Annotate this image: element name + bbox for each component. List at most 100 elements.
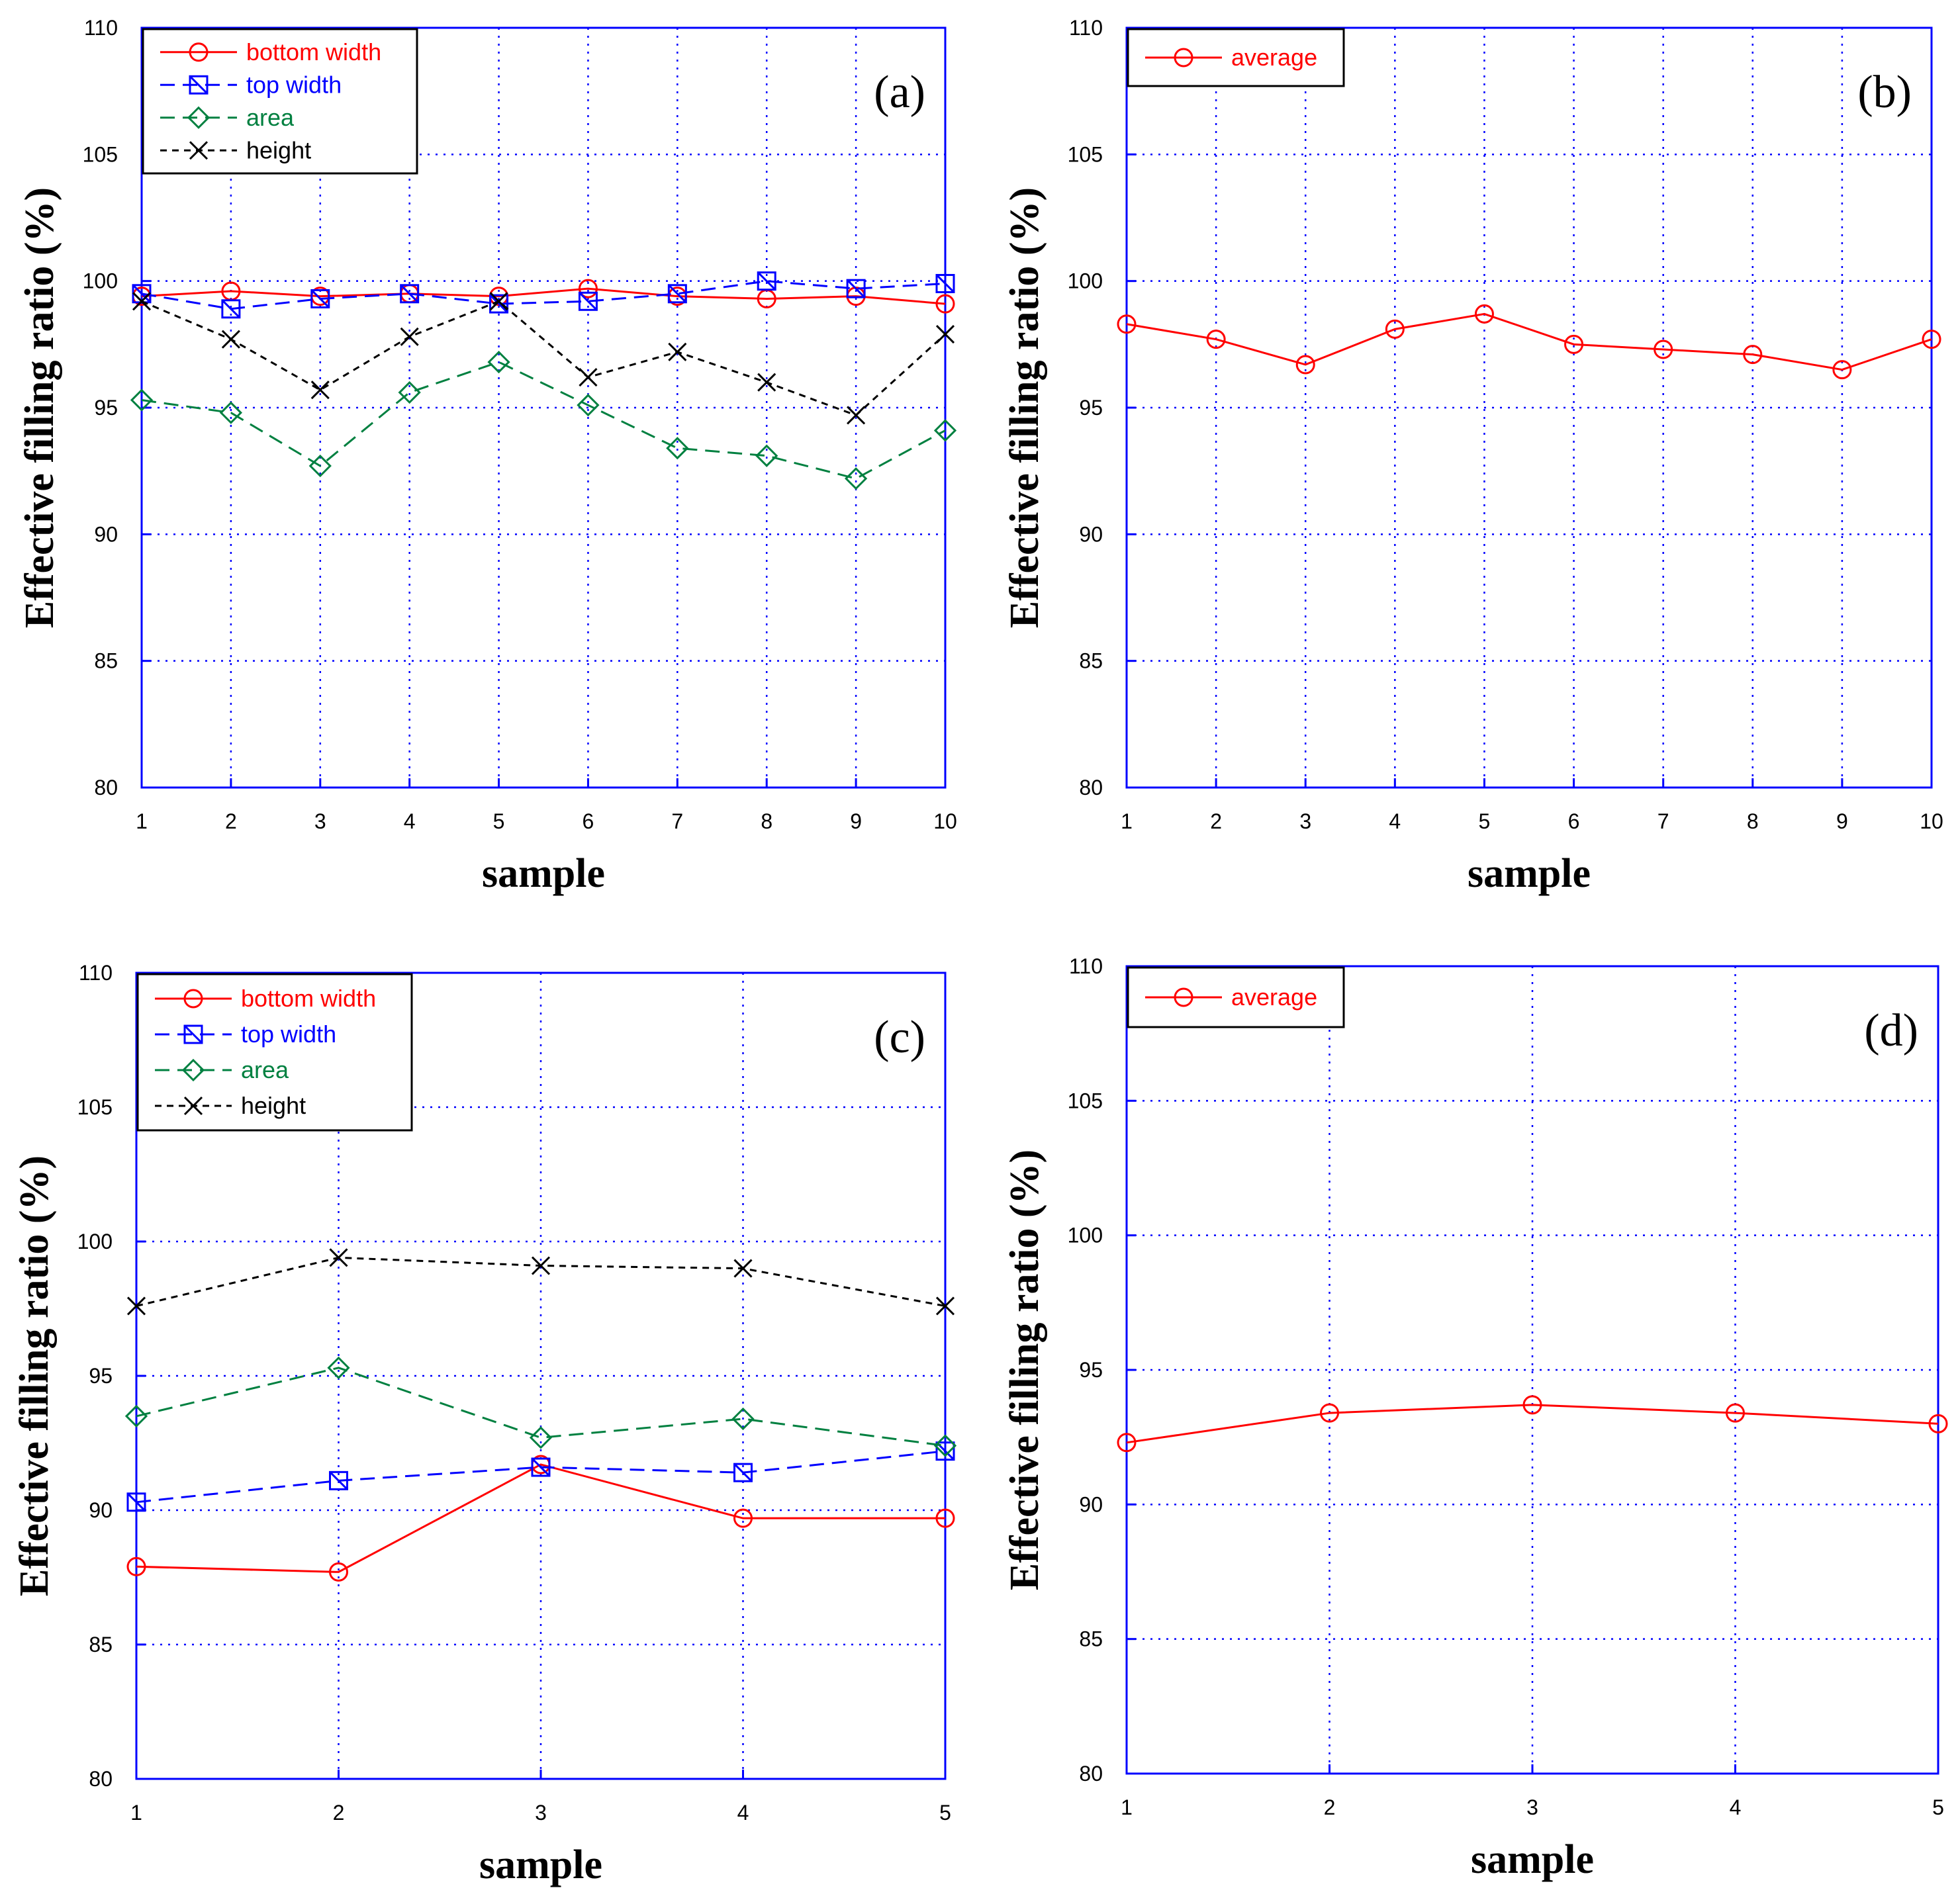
data-point: [579, 368, 598, 387]
data-point-slash: [400, 284, 419, 303]
data-point-slash: [531, 1457, 551, 1477]
legend-label: average: [1231, 44, 1317, 71]
y-tick-label: 85: [89, 1633, 113, 1656]
y-tick-label: 105: [83, 142, 118, 166]
data-point: [935, 1508, 955, 1528]
y-axis-label: Effective filling ratio (%): [12, 1155, 57, 1596]
legend-marker: [183, 1096, 203, 1116]
data-point: [308, 454, 332, 478]
data-point: [1832, 360, 1852, 380]
data-point: [933, 419, 957, 442]
x-tick-label: 7: [671, 809, 683, 833]
series-top-width: [132, 271, 955, 319]
series-area: [124, 1356, 957, 1457]
data-point: [577, 394, 600, 417]
legend-marker: [1174, 48, 1193, 68]
legend-marker: [189, 141, 209, 160]
data-point-box: [126, 1492, 146, 1512]
data-point: [578, 291, 598, 311]
legend-box: [136, 973, 413, 1132]
data-point-slash: [733, 1463, 753, 1482]
legend-marker: [183, 1024, 203, 1044]
data-point: [310, 381, 330, 400]
data-point-box: [221, 299, 241, 319]
data-point-b: [489, 292, 508, 311]
data-point-box: [846, 279, 866, 298]
data-point: [731, 1407, 755, 1431]
data-point-slash: [221, 299, 240, 318]
data-point: [221, 330, 240, 349]
data-point: [1474, 304, 1494, 324]
x-tick-label: 9: [850, 809, 862, 833]
x-tick-label: 7: [1657, 809, 1669, 833]
legend: bottom width top width area height: [136, 973, 413, 1132]
series-height: [126, 1248, 955, 1316]
x-tick-label: 3: [535, 1801, 547, 1825]
data-point: [935, 294, 955, 314]
legend-label: top width: [246, 71, 342, 98]
series-line: [136, 1367, 946, 1447]
x-tick-label: 3: [314, 809, 326, 833]
legend-box: [142, 28, 418, 175]
data-point-slash: [310, 289, 330, 308]
data-point: [327, 1356, 350, 1379]
data-point-b: [733, 1259, 753, 1278]
y-axis-label: Effective filling ratio (%): [17, 187, 62, 628]
data-point: [398, 381, 421, 404]
x-tick-label: 3: [1299, 809, 1311, 833]
data-point: [1385, 319, 1405, 339]
data-point: [329, 1248, 348, 1267]
data-point-box: [757, 271, 776, 291]
data-point-box: [489, 294, 509, 314]
data-point-b: [531, 1256, 551, 1275]
series-average: [1117, 304, 1941, 380]
y-tick-label: 80: [1079, 776, 1103, 799]
data-point: [329, 1562, 348, 1582]
data-point: [1922, 330, 1941, 349]
x-tick-label: 5: [939, 1801, 951, 1825]
y-axis-label: Effective filling ratio (%): [1002, 187, 1047, 628]
x-tick-label: 2: [333, 1801, 345, 1825]
data-point: [733, 1463, 753, 1482]
data-point-slash: [126, 1492, 146, 1512]
x-axis-label: sample: [1471, 1837, 1594, 1882]
x-tick-label: 5: [1932, 1795, 1944, 1819]
data-point: [1564, 334, 1584, 354]
data-point: [531, 1256, 551, 1275]
data-point: [221, 299, 241, 319]
data-point-b: [579, 368, 598, 387]
data-point-b: [310, 381, 330, 400]
y-tick-label: 105: [1068, 1089, 1103, 1112]
y-tick-label: 95: [1079, 1358, 1103, 1382]
x-tick-label: 5: [1479, 809, 1491, 833]
legend-marker-box: [183, 1024, 203, 1044]
panel-d: 80 85 90 95 100 105 110 1 2 3 4 5 sample Effective fi…: [1002, 954, 1948, 1882]
x-tick-label: 5: [493, 809, 505, 833]
series-top-width: [126, 1441, 955, 1512]
data-point-box: [531, 1457, 551, 1477]
data-point: [400, 327, 419, 346]
y-tick-label: 95: [1079, 396, 1103, 420]
series-line: [141, 361, 946, 480]
data-point-box: [578, 291, 598, 311]
legend-label: area: [246, 104, 295, 131]
y-tick-label: 90: [1079, 522, 1103, 546]
series-line: [1126, 312, 1932, 371]
legend-label: average: [1231, 983, 1317, 1011]
data-point-b: [847, 406, 866, 425]
data-point: [219, 401, 243, 424]
data-point-box: [935, 273, 955, 293]
x-tick-label: 2: [1324, 1795, 1336, 1819]
legend: average: [1127, 966, 1345, 1028]
legend-marker-box: [189, 75, 209, 95]
data-point-slash: [489, 294, 508, 314]
data-point-slash: [847, 279, 866, 298]
data-point: [667, 284, 687, 304]
data-point: [1654, 339, 1673, 359]
data-point: [757, 271, 776, 291]
series-line: [141, 300, 947, 417]
data-point: [578, 279, 598, 298]
data-point: [126, 1492, 146, 1512]
data-point-b: [935, 1296, 955, 1316]
